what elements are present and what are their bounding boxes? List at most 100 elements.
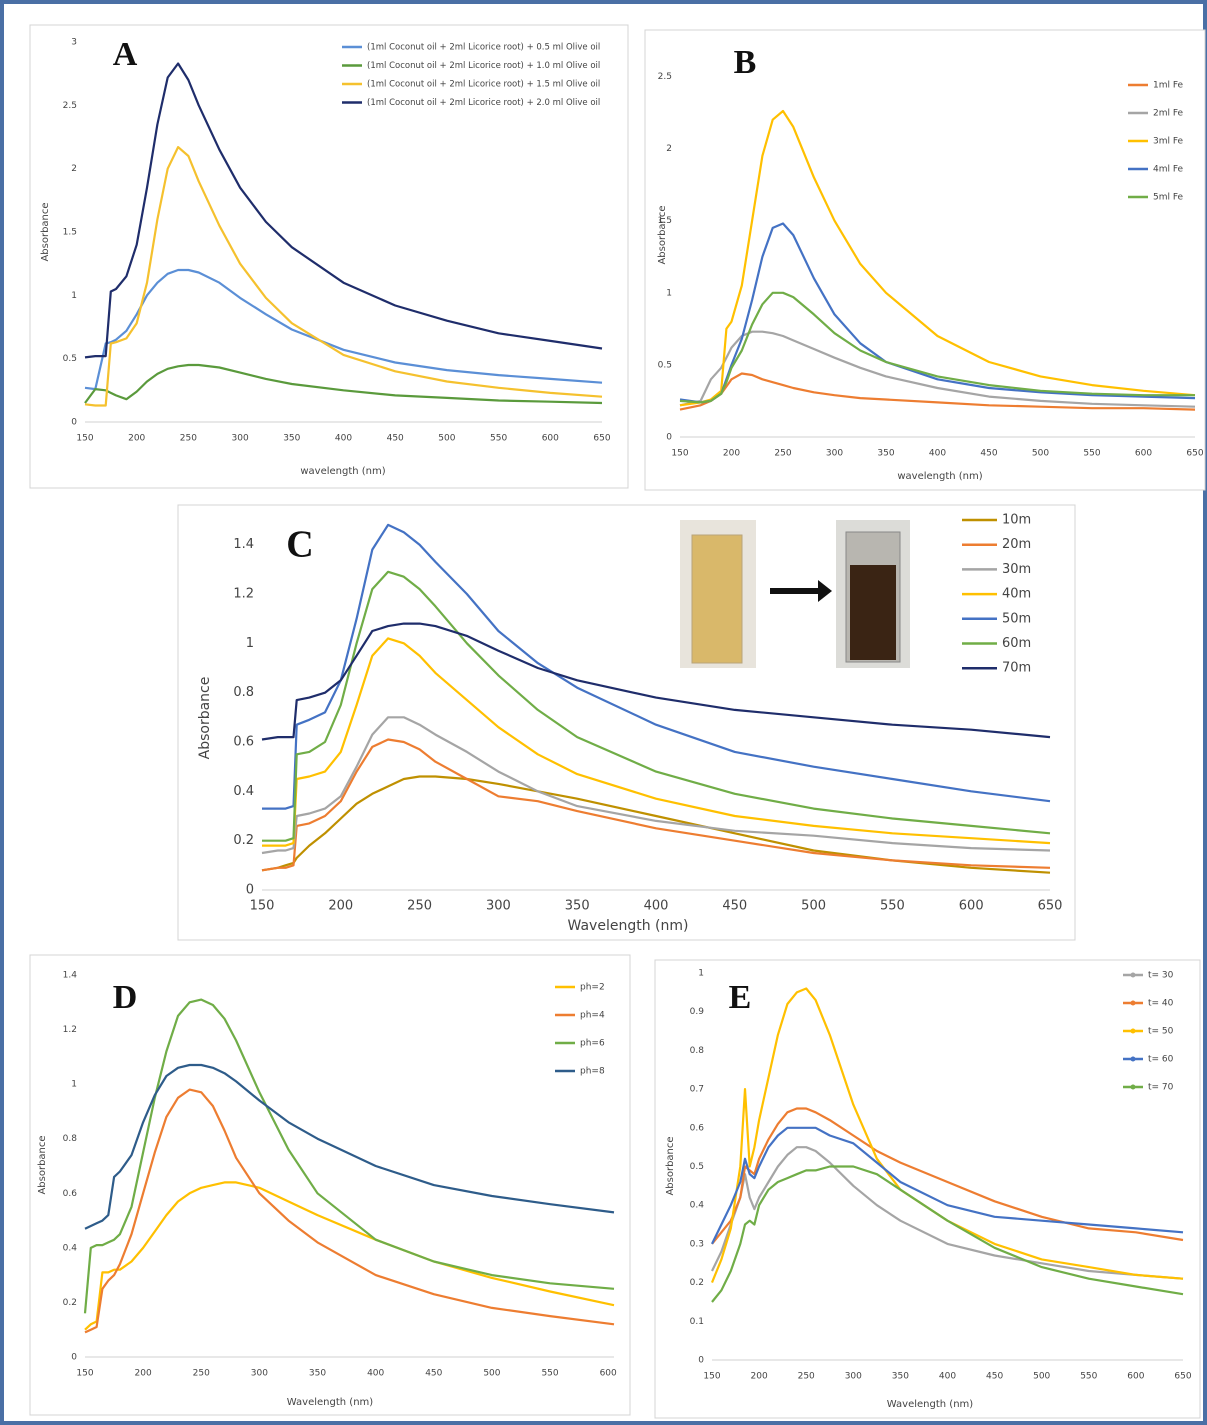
legend-marker	[1130, 1056, 1136, 1062]
x-tick-label: 600	[1127, 1372, 1144, 1382]
y-tick-label: 0.2	[63, 1298, 77, 1308]
legend-label: t= 30	[1148, 971, 1174, 981]
x-tick-label: 350	[877, 449, 894, 459]
legend-label: (1ml Coconut oil + 2ml Licorice root) + …	[367, 43, 600, 53]
legend-label: 60m	[1002, 636, 1031, 651]
series-line	[679, 109, 1196, 407]
y-tick-label: 1	[666, 288, 672, 298]
x-tick-label: 350	[309, 1369, 326, 1379]
chart-panel: 0 0.5 1 1.5 2 2.5 150 200 250 300 350 400 450 500 550 6…	[644, 29, 1206, 491]
y-tick-label: 1	[71, 1080, 77, 1090]
legend-label: 40m	[1002, 587, 1031, 602]
legend-label: 3ml Fe	[1153, 137, 1184, 147]
panel-box	[654, 959, 1201, 1419]
legend-label: 30m	[1002, 562, 1031, 577]
y-tick-label: 2	[666, 144, 672, 154]
y-tick-label: 1	[71, 291, 77, 301]
series-line	[679, 291, 1195, 404]
x-tick-label: 200	[135, 1369, 152, 1379]
x-tick-label: 500	[801, 899, 826, 914]
x-axis-label: wavelength (nm)	[897, 471, 982, 482]
x-tick-label: 150	[671, 449, 688, 459]
x-tick-label: 300	[486, 899, 511, 914]
x-tick-label: 200	[328, 899, 353, 914]
x-tick-label: 650	[1038, 899, 1063, 914]
legend-label: 1ml Fe	[1153, 81, 1184, 91]
y-tick-label: 0.6	[63, 1189, 78, 1199]
series-line	[84, 1063, 615, 1230]
y-tick-label: 0.5	[63, 354, 77, 364]
x-tick-label: 200	[128, 434, 145, 444]
x-tick-label: 400	[939, 1372, 956, 1382]
x-tick-label: 650	[1186, 449, 1203, 459]
x-tick-label: 300	[826, 449, 843, 459]
y-tick-label: 1.5	[63, 228, 77, 238]
y-tick-label: 0.2	[690, 1278, 704, 1288]
series-line	[262, 523, 1051, 810]
legend-label: 20m	[1002, 537, 1031, 552]
y-tick-label: 0.8	[63, 1134, 78, 1144]
x-tick-label: 450	[425, 1369, 442, 1379]
y-tick-label: 0.7	[690, 1085, 704, 1095]
y-tick-label: 0.2	[233, 833, 254, 848]
legend-label: (1ml Coconut oil + 2ml Licorice root) + …	[367, 98, 600, 108]
x-tick-label: 500	[1033, 1372, 1050, 1382]
x-tick-label: 450	[986, 1372, 1003, 1382]
x-tick-label: 400	[367, 1369, 384, 1379]
series-line	[84, 363, 603, 405]
x-tick-label: 450	[722, 899, 747, 914]
x-tick-label: 200	[723, 449, 740, 459]
x-tick-label: 600	[600, 1369, 617, 1379]
y-tick-label: 0.6	[233, 735, 254, 750]
arrow-head	[818, 580, 832, 602]
x-axis-label: Wavelength (nm)	[887, 1399, 973, 1410]
panel-label: B	[734, 44, 757, 81]
panel-box	[29, 954, 631, 1416]
legend-marker	[1130, 1028, 1136, 1034]
y-axis-label: Absorbance	[37, 1135, 48, 1194]
series-line	[711, 1126, 1184, 1245]
y-tick-label: 2.5	[63, 101, 77, 111]
x-tick-label: 400	[644, 899, 669, 914]
series-line	[261, 775, 1051, 874]
y-tick-label: 0	[71, 1353, 77, 1363]
y-axis-label: Absorbance	[665, 1136, 676, 1195]
y-tick-label: 0.8	[690, 1046, 705, 1056]
y-tick-label: 2	[71, 164, 77, 174]
y-tick-label: 1	[246, 636, 254, 651]
legend-marker	[1130, 1084, 1136, 1090]
x-tick-label: 250	[798, 1372, 815, 1382]
x-tick-label: 400	[335, 434, 352, 444]
y-tick-label: 1.4	[63, 971, 78, 981]
y-tick-label: 0.4	[233, 784, 254, 799]
x-tick-label: 600	[959, 899, 984, 914]
x-tick-label: 400	[929, 449, 946, 459]
x-tick-label: 600	[1135, 449, 1152, 459]
chart-panel: 0 0.2 0.4 0.6 0.8 1 1.2 1.4 150 200 250 300 350 400 45…	[29, 954, 631, 1416]
y-tick-label: 0.9	[690, 1007, 705, 1017]
y-tick-label: 1.2	[233, 587, 254, 602]
x-tick-label: 650	[593, 434, 610, 444]
series-line	[84, 1088, 615, 1334]
panel-label: E	[729, 979, 752, 1016]
vial-brown	[850, 565, 896, 660]
legend-label: 50m	[1002, 611, 1031, 626]
panel-box	[29, 24, 629, 489]
x-tick-label: 250	[180, 434, 197, 444]
x-tick-label: 450	[387, 434, 404, 444]
x-axis-label: wavelength (nm)	[300, 466, 385, 477]
y-tick-label: 1.4	[233, 537, 254, 552]
x-tick-label: 550	[1080, 1372, 1097, 1382]
y-axis-label: Absorbance	[40, 202, 51, 261]
panel-box	[644, 29, 1206, 491]
legend-label: t= 40	[1148, 999, 1174, 1009]
y-tick-label: 2.5	[658, 72, 672, 82]
y-tick-label: 0.8	[233, 685, 254, 700]
y-tick-label: 1.2	[63, 1025, 77, 1035]
x-tick-label: 150	[76, 434, 93, 444]
y-tick-label: 0.4	[63, 1243, 78, 1253]
x-axis-label: Wavelength (nm)	[568, 918, 689, 934]
legend-label: (1ml Coconut oil + 2ml Licorice root) + …	[367, 61, 600, 71]
chart-panel: 0 0.1 0.2 0.3 0.4 0.5 0.6 0.7 0.8 0.9 1 150 200 250 30…	[654, 959, 1201, 1419]
series-line	[84, 268, 603, 391]
